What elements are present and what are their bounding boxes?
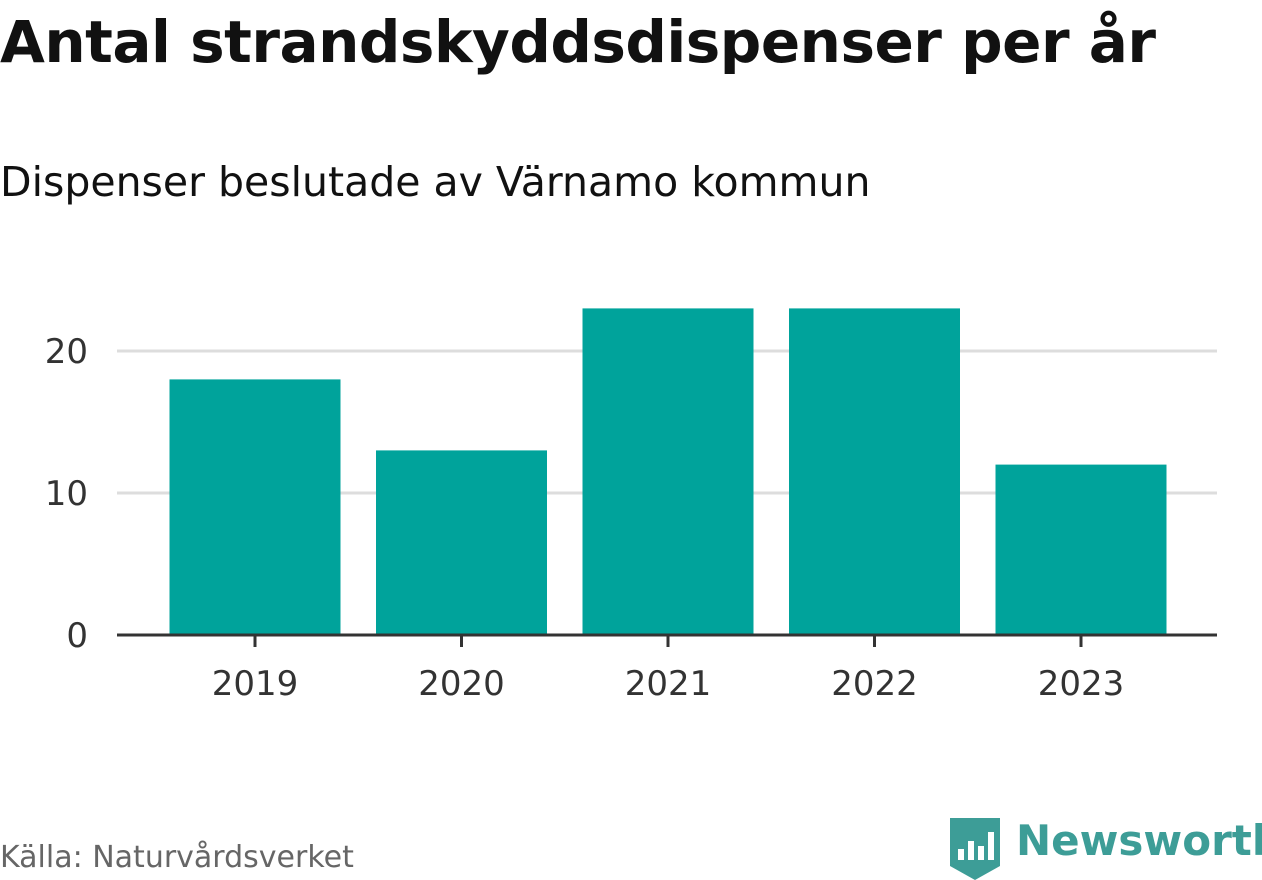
brand-logo: Newsworthy (950, 816, 1262, 880)
bars (169, 308, 1167, 635)
bar-2021 (582, 308, 754, 635)
x-tick-label: 2019 (212, 664, 299, 704)
y-tick-label: 20 (45, 332, 88, 372)
x-tick-label: 2020 (418, 664, 505, 704)
bar-2019 (169, 379, 341, 635)
chart-title: Antal strandskyddsdispenser per år (0, 8, 1156, 76)
y-axis-tick-labels: 0 10 20 (45, 332, 88, 656)
bar-2023 (995, 464, 1167, 635)
source-note: Källa: Naturvårdsverket (0, 840, 354, 875)
x-axis-tick-labels: 2019 2020 2021 2022 2023 (212, 664, 1125, 704)
newsworthy-logo-icon (950, 818, 1000, 880)
y-tick-label: 0 (66, 616, 88, 656)
chart-subtitle: Dispenser beslutade av Värnamo kommun (0, 158, 871, 206)
x-tick-label: 2022 (831, 664, 918, 704)
y-tick-label: 10 (45, 474, 88, 514)
x-tick-label: 2021 (625, 664, 712, 704)
bar-2022 (789, 308, 960, 635)
bar-2020 (376, 450, 547, 635)
brand-name: Newsworthy (1016, 816, 1262, 865)
x-axis (117, 633, 1217, 647)
x-tick-label: 2023 (1038, 664, 1125, 704)
